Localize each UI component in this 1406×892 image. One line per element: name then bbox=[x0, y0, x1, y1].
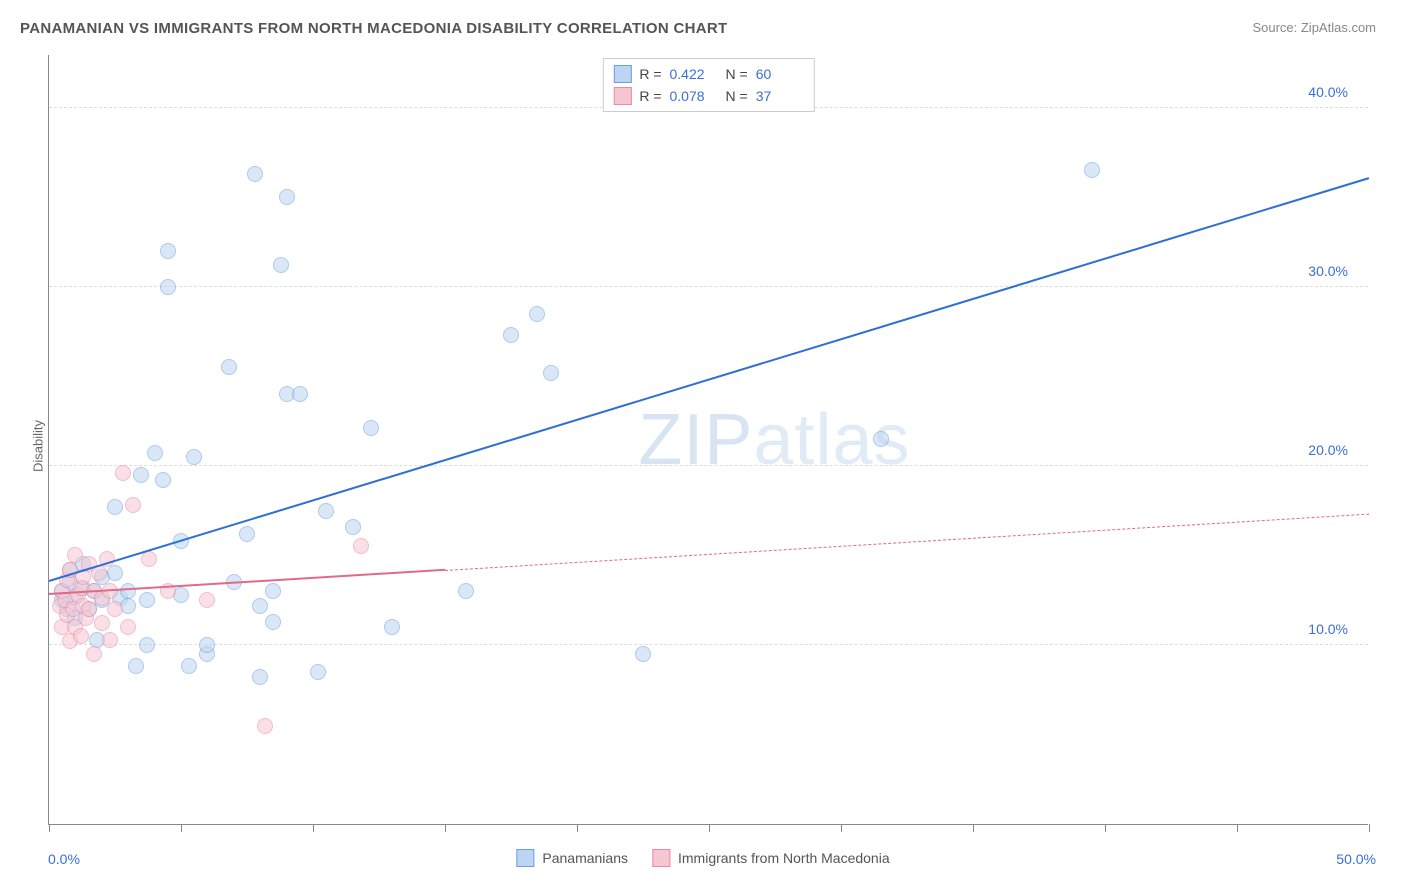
data-point bbox=[155, 472, 171, 488]
data-point bbox=[529, 306, 545, 322]
data-point bbox=[186, 449, 202, 465]
chart-container: PANAMANIAN VS IMMIGRANTS FROM NORTH MACE… bbox=[0, 0, 1406, 892]
x-tick bbox=[313, 824, 314, 832]
legend-n-value: 60 bbox=[756, 66, 804, 82]
source-label: Source: ZipAtlas.com bbox=[1252, 20, 1376, 35]
y-axis-label: Disability bbox=[31, 420, 46, 472]
data-point bbox=[139, 637, 155, 653]
legend-swatch bbox=[613, 87, 631, 105]
data-point bbox=[128, 658, 144, 674]
legend-n-value: 37 bbox=[756, 88, 804, 104]
data-point bbox=[120, 583, 136, 599]
data-point bbox=[107, 565, 123, 581]
data-point bbox=[635, 646, 651, 662]
chart-title: PANAMANIAN VS IMMIGRANTS FROM NORTH MACE… bbox=[20, 20, 727, 37]
legend-label: Panamanians bbox=[542, 850, 628, 866]
legend-swatch bbox=[613, 65, 631, 83]
legend-swatch bbox=[516, 849, 534, 867]
data-point bbox=[873, 431, 889, 447]
y-tick-label: 20.0% bbox=[1308, 442, 1348, 458]
y-tick-label: 30.0% bbox=[1308, 263, 1348, 279]
legend-swatch bbox=[652, 849, 670, 867]
x-tick bbox=[445, 824, 446, 832]
legend-r-label: R = bbox=[639, 88, 661, 104]
data-point bbox=[279, 189, 295, 205]
y-tick-label: 10.0% bbox=[1308, 621, 1348, 637]
data-point bbox=[273, 257, 289, 273]
data-point bbox=[115, 465, 131, 481]
x-tick bbox=[181, 824, 182, 832]
legend-stats: R = 0.422 N = 60 R = 0.078 N = 37 bbox=[602, 58, 814, 112]
x-tick bbox=[577, 824, 578, 832]
legend-stat-row: R = 0.078 N = 37 bbox=[613, 85, 803, 107]
data-point bbox=[199, 592, 215, 608]
x-tick bbox=[1237, 824, 1238, 832]
data-point bbox=[125, 497, 141, 513]
data-point bbox=[107, 499, 123, 515]
y-tick-label: 40.0% bbox=[1308, 84, 1348, 100]
data-point bbox=[221, 359, 237, 375]
data-point bbox=[384, 619, 400, 635]
data-point bbox=[181, 658, 197, 674]
data-point bbox=[107, 601, 123, 617]
data-point bbox=[239, 526, 255, 542]
data-point bbox=[133, 467, 149, 483]
gridline bbox=[49, 644, 1368, 645]
x-tick bbox=[49, 824, 50, 832]
legend-series: Panamanians Immigrants from North Macedon… bbox=[516, 849, 889, 867]
data-point bbox=[94, 615, 110, 631]
data-point bbox=[1084, 162, 1100, 178]
data-point bbox=[257, 718, 273, 734]
data-point bbox=[252, 598, 268, 614]
trend-line bbox=[445, 513, 1369, 570]
data-point bbox=[353, 538, 369, 554]
data-point bbox=[345, 519, 361, 535]
legend-r-value: 0.078 bbox=[670, 88, 718, 104]
data-point bbox=[503, 327, 519, 343]
gridline bbox=[49, 286, 1368, 287]
legend-n-label: N = bbox=[726, 66, 748, 82]
data-point bbox=[310, 664, 326, 680]
data-point bbox=[292, 386, 308, 402]
x-tick-min: 0.0% bbox=[48, 851, 80, 867]
legend-label: Immigrants from North Macedonia bbox=[678, 850, 890, 866]
data-point bbox=[247, 166, 263, 182]
legend-r-label: R = bbox=[639, 66, 661, 82]
watermark: ZIPatlas bbox=[638, 399, 910, 481]
x-tick bbox=[973, 824, 974, 832]
data-point bbox=[458, 583, 474, 599]
data-point bbox=[265, 614, 281, 630]
x-tick bbox=[1369, 824, 1370, 832]
data-point bbox=[543, 365, 559, 381]
legend-r-value: 0.422 bbox=[670, 66, 718, 82]
data-point bbox=[73, 628, 89, 644]
data-point bbox=[318, 503, 334, 519]
data-point bbox=[363, 420, 379, 436]
legend-stat-row: R = 0.422 N = 60 bbox=[613, 63, 803, 85]
gridline bbox=[49, 465, 1368, 466]
data-point bbox=[199, 637, 215, 653]
data-point bbox=[141, 551, 157, 567]
data-point bbox=[160, 279, 176, 295]
legend-n-label: N = bbox=[726, 88, 748, 104]
trend-line bbox=[49, 177, 1370, 582]
data-point bbox=[102, 632, 118, 648]
legend-item: Panamanians bbox=[516, 849, 628, 867]
data-point bbox=[81, 601, 97, 617]
x-tick bbox=[841, 824, 842, 832]
x-tick bbox=[709, 824, 710, 832]
watermark-bold: ZIP bbox=[638, 400, 753, 480]
data-point bbox=[252, 669, 268, 685]
data-point bbox=[160, 243, 176, 259]
data-point bbox=[147, 445, 163, 461]
legend-item: Immigrants from North Macedonia bbox=[652, 849, 890, 867]
data-point bbox=[139, 592, 155, 608]
data-point bbox=[86, 646, 102, 662]
data-point bbox=[265, 583, 281, 599]
plot-area: ZIPatlas R = 0.422 N = 60 R = 0.078 N = 37 10.0… bbox=[48, 55, 1368, 825]
x-tick bbox=[1105, 824, 1106, 832]
data-point bbox=[120, 619, 136, 635]
x-tick-max: 50.0% bbox=[1336, 851, 1376, 867]
